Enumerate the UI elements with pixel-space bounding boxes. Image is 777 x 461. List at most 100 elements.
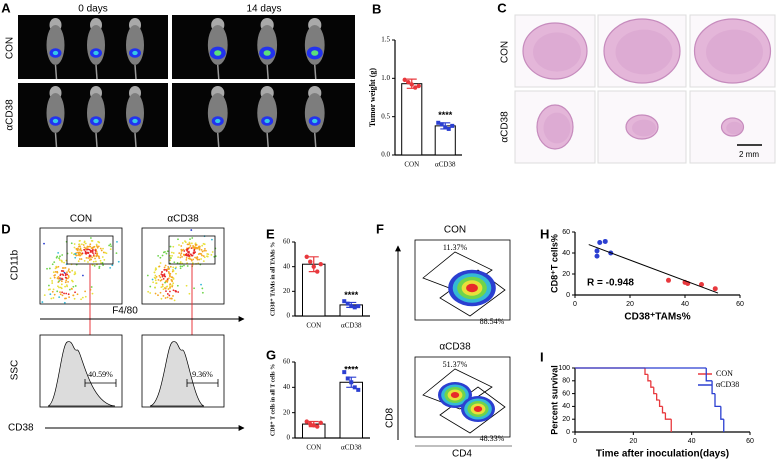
event-dot xyxy=(169,257,172,259)
event-dot xyxy=(59,278,62,281)
axis-label: αCD38 xyxy=(500,111,511,143)
event-dot xyxy=(171,254,173,257)
event-dot xyxy=(91,263,94,266)
panel-letter: E xyxy=(266,226,275,241)
event-dot xyxy=(193,287,196,290)
event-dot xyxy=(93,245,96,248)
event-dot xyxy=(83,259,86,262)
event-dot xyxy=(99,247,102,250)
event-dot xyxy=(175,266,177,269)
data-point xyxy=(666,277,671,283)
x-tick-label: 60 xyxy=(736,301,744,308)
event-dot xyxy=(63,271,66,274)
event-dot xyxy=(175,290,177,293)
event-dot xyxy=(76,293,79,296)
event-dot xyxy=(48,267,51,270)
axis-label: CD8 xyxy=(385,408,396,428)
event-dot xyxy=(93,264,96,267)
x-tick-label: 40 xyxy=(681,301,689,308)
gate-upper xyxy=(422,251,493,293)
event-dot xyxy=(46,267,48,270)
event-dot xyxy=(85,256,88,259)
event-dot xyxy=(57,277,60,280)
y-tick-label: 20 xyxy=(562,271,570,278)
event-dot xyxy=(91,256,94,259)
event-dot xyxy=(203,249,206,252)
survival-step xyxy=(658,400,663,408)
event-dot xyxy=(165,270,168,272)
event-dot xyxy=(163,266,166,269)
event-dot xyxy=(198,258,201,261)
event-dot xyxy=(149,292,152,294)
tissue-core xyxy=(543,112,571,144)
y-tick-label: 0.0 xyxy=(381,151,390,159)
event-dot xyxy=(155,275,158,278)
event-dot xyxy=(60,259,63,262)
event-dot xyxy=(202,255,205,257)
event-dot xyxy=(103,259,106,261)
event-dot xyxy=(165,252,168,255)
y-tick-label: 40 xyxy=(283,383,291,391)
event-dot xyxy=(64,285,67,288)
event-dot xyxy=(109,243,112,246)
event-dot xyxy=(43,294,46,297)
event-dot xyxy=(109,248,112,251)
event-dot xyxy=(85,251,87,254)
event-dot xyxy=(165,290,167,293)
event-dot xyxy=(87,261,89,263)
event-dot xyxy=(200,258,202,260)
event-dot xyxy=(67,274,70,277)
event-dot xyxy=(87,252,90,254)
data-point xyxy=(352,305,357,310)
event-dot xyxy=(61,291,64,294)
significance: **** xyxy=(344,365,359,375)
event-dot xyxy=(173,261,176,264)
event-dot xyxy=(177,256,180,259)
event-dot xyxy=(102,264,104,267)
event-dot xyxy=(157,254,160,257)
event-dot xyxy=(74,272,77,275)
data-point xyxy=(318,262,323,267)
event-dot xyxy=(177,291,180,293)
event-dot xyxy=(161,254,164,257)
legend-label: αCD38 xyxy=(716,380,739,389)
event-dot xyxy=(68,271,71,273)
event-dot xyxy=(52,297,55,299)
event-dot xyxy=(90,286,93,288)
event-dot xyxy=(65,297,67,300)
event-dot xyxy=(80,298,82,301)
event-dot xyxy=(154,286,156,289)
event-dot xyxy=(204,248,206,250)
data-point xyxy=(345,376,350,381)
axis-label: Tumor weight (g) xyxy=(368,68,377,127)
event-dot xyxy=(81,252,84,255)
axis-label: CON xyxy=(500,41,511,63)
axis-label: CD8⁺ T cells in all T cells % xyxy=(269,364,276,436)
event-dot xyxy=(67,276,70,278)
event-dot xyxy=(162,288,165,291)
survival-step xyxy=(720,406,724,420)
event-dot xyxy=(91,251,93,253)
tissue-core xyxy=(533,32,581,72)
x-tick-label: 60 xyxy=(746,438,754,445)
event-dot xyxy=(172,245,175,248)
mouse-body xyxy=(126,93,144,133)
event-dot xyxy=(176,284,179,287)
event-dot xyxy=(190,254,193,257)
event-dot xyxy=(163,273,166,276)
event-dot xyxy=(66,271,68,274)
event-dot xyxy=(169,245,172,248)
event-dot xyxy=(181,249,184,252)
event-dot xyxy=(202,242,205,245)
signal-core xyxy=(263,50,271,56)
event-dot xyxy=(188,292,191,295)
event-dot xyxy=(74,271,76,274)
event-dot xyxy=(181,255,183,258)
event-dot xyxy=(96,246,99,248)
mouse-tail xyxy=(95,64,98,80)
event-dot xyxy=(164,264,167,267)
event-dot xyxy=(61,294,64,297)
x-tick-label: 20 xyxy=(629,438,637,445)
event-dot xyxy=(169,259,171,262)
event-dot xyxy=(177,238,179,241)
